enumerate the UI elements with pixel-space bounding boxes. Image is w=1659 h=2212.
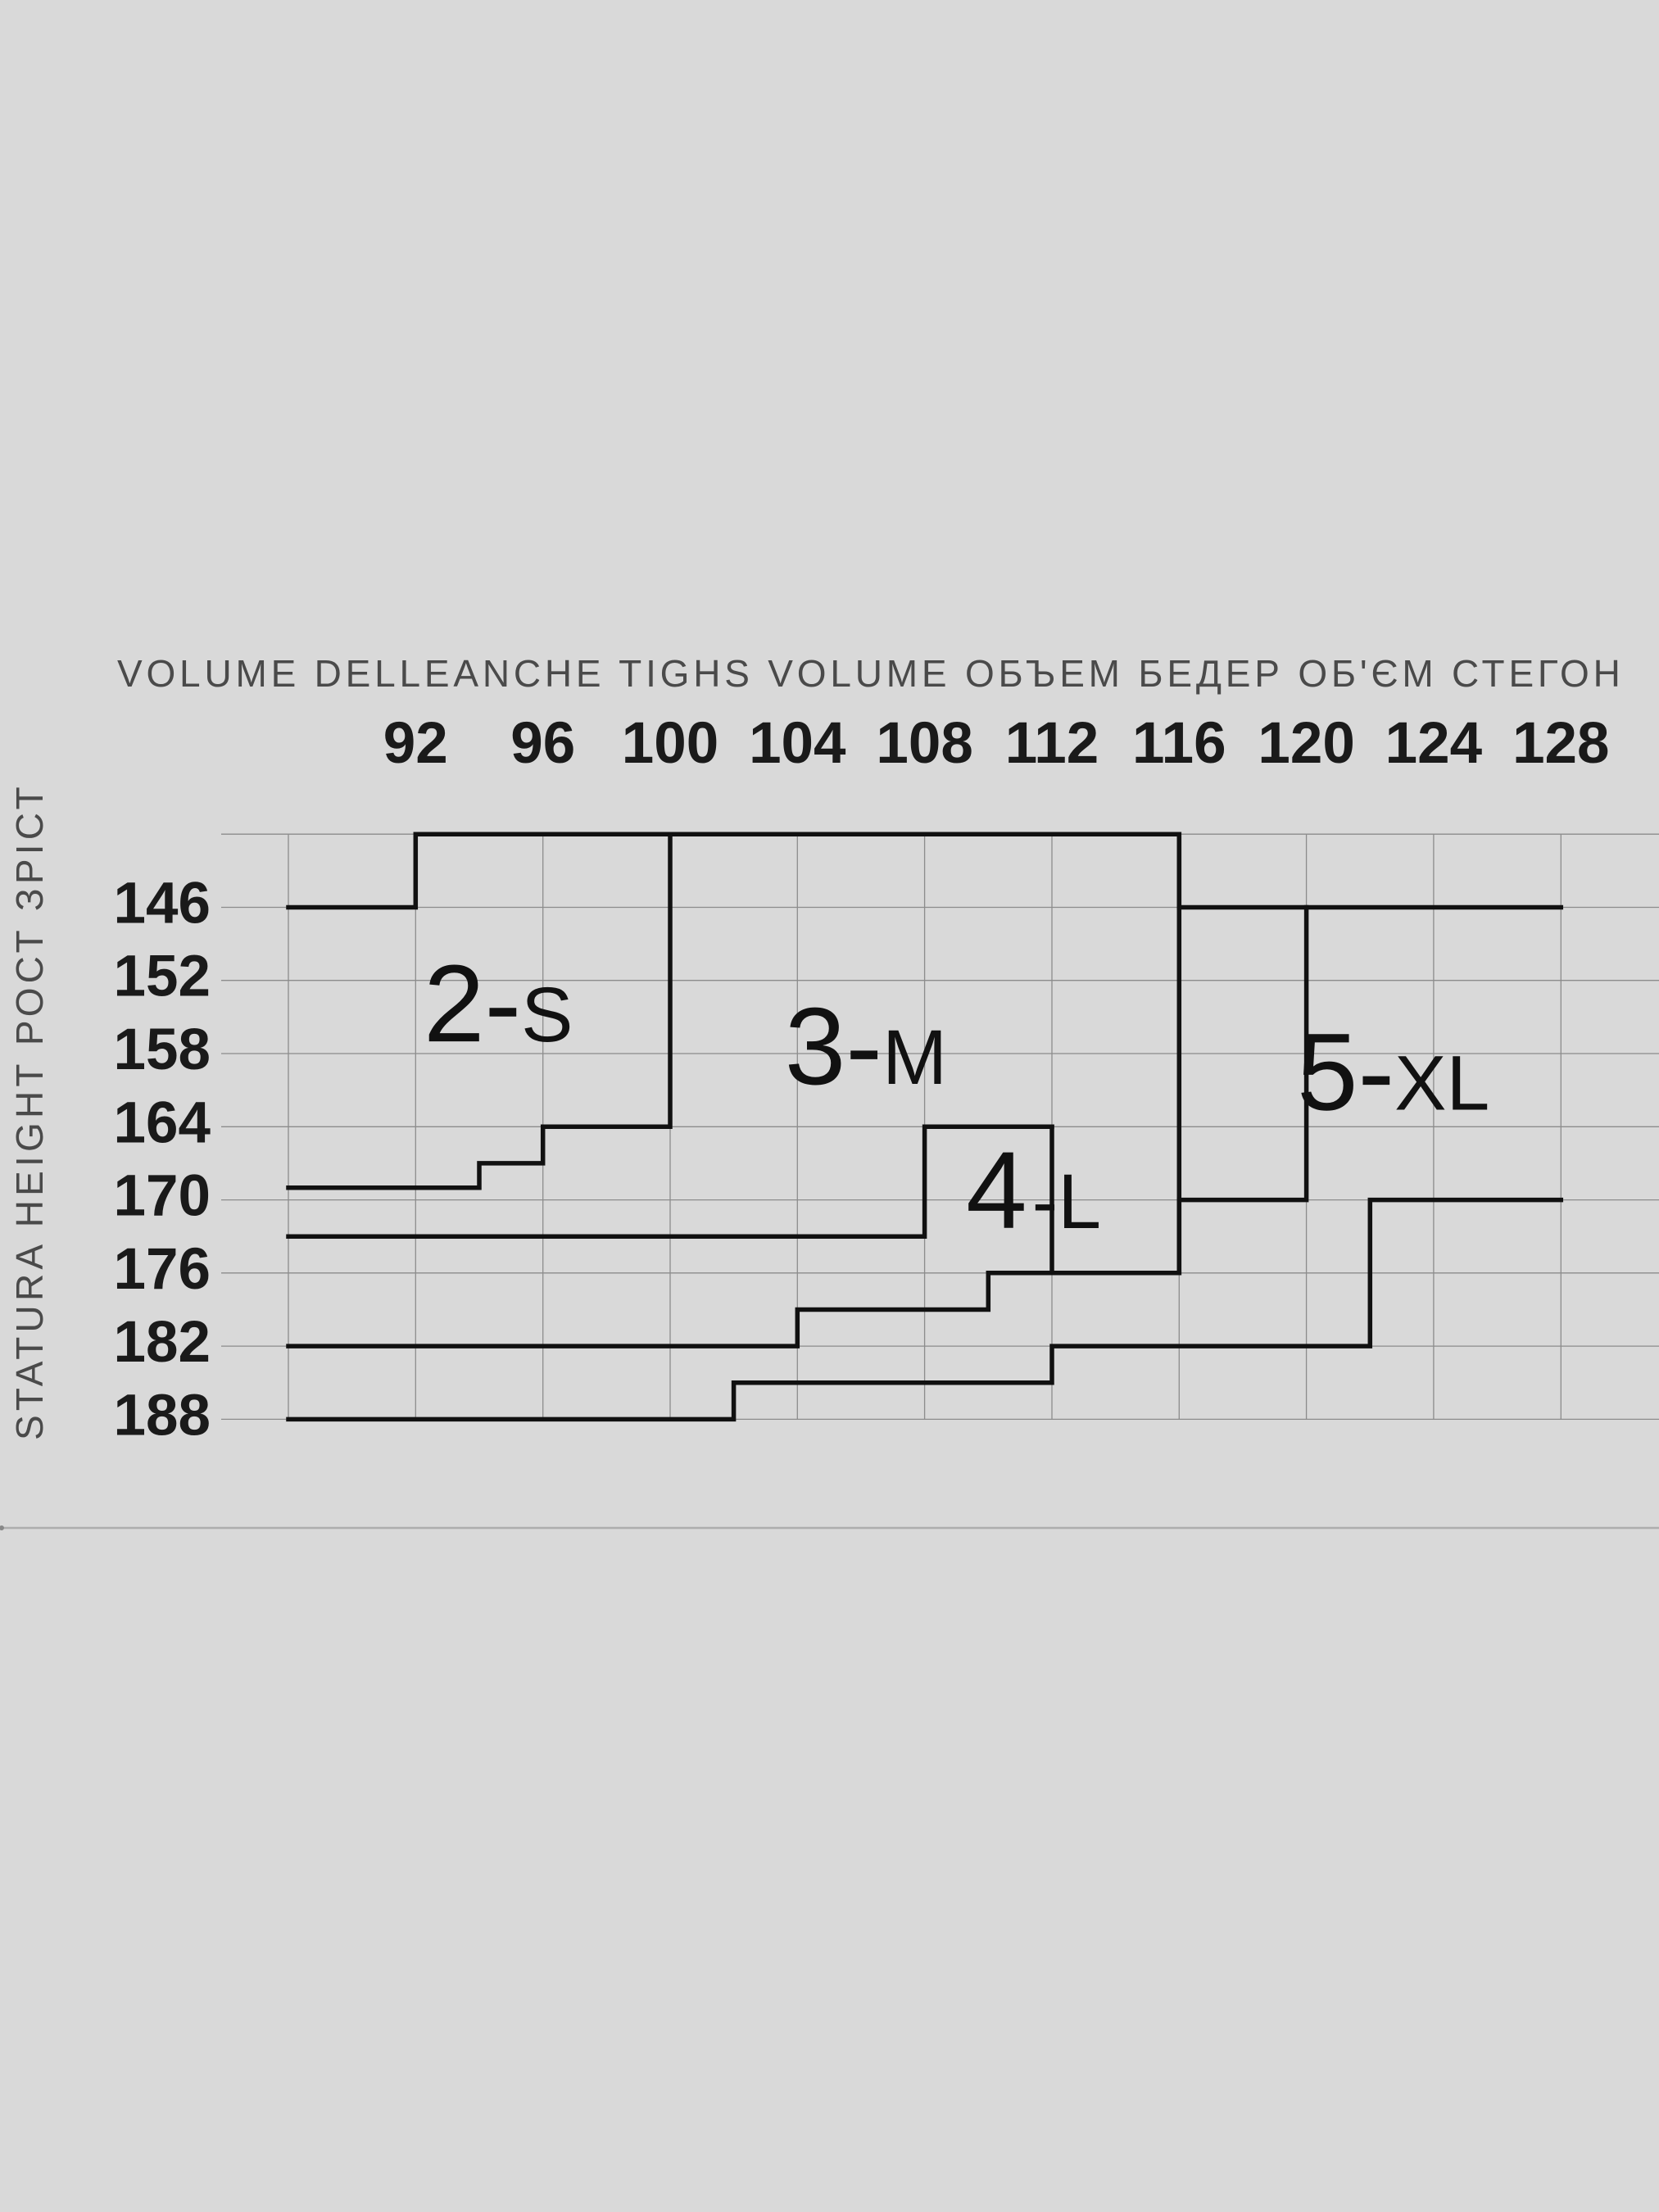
- svg-text:124: 124: [1385, 711, 1483, 776]
- svg-text:128: 128: [1512, 711, 1609, 776]
- svg-text:VOLUME DELLEANCHE TIGHS VOLUM: VOLUME DELLEANCHE TIGHS VOLUME ОБЪЕМ БЕД…: [117, 652, 1625, 695]
- svg-text:152: 152: [114, 945, 211, 1009]
- svg-text:182: 182: [114, 1310, 211, 1375]
- svg-text:STATURA HEIGHT РОСТ ЗРІСТ: STATURA HEIGHT РОСТ ЗРІСТ: [8, 782, 51, 1440]
- svg-text:112: 112: [1005, 711, 1099, 776]
- svg-text:100: 100: [622, 711, 718, 776]
- svg-text:96: 96: [510, 711, 575, 776]
- svg-text:170: 170: [114, 1164, 211, 1229]
- svg-text:104: 104: [749, 711, 846, 776]
- svg-text:108: 108: [876, 711, 972, 776]
- svg-text:188: 188: [114, 1383, 211, 1448]
- svg-text:92: 92: [383, 711, 448, 776]
- svg-text:158: 158: [114, 1018, 211, 1082]
- svg-text:146: 146: [114, 872, 211, 936]
- svg-text:176: 176: [114, 1237, 211, 1302]
- svg-text:120: 120: [1258, 711, 1354, 776]
- svg-text:116: 116: [1132, 711, 1226, 776]
- svg-text:164: 164: [114, 1090, 211, 1155]
